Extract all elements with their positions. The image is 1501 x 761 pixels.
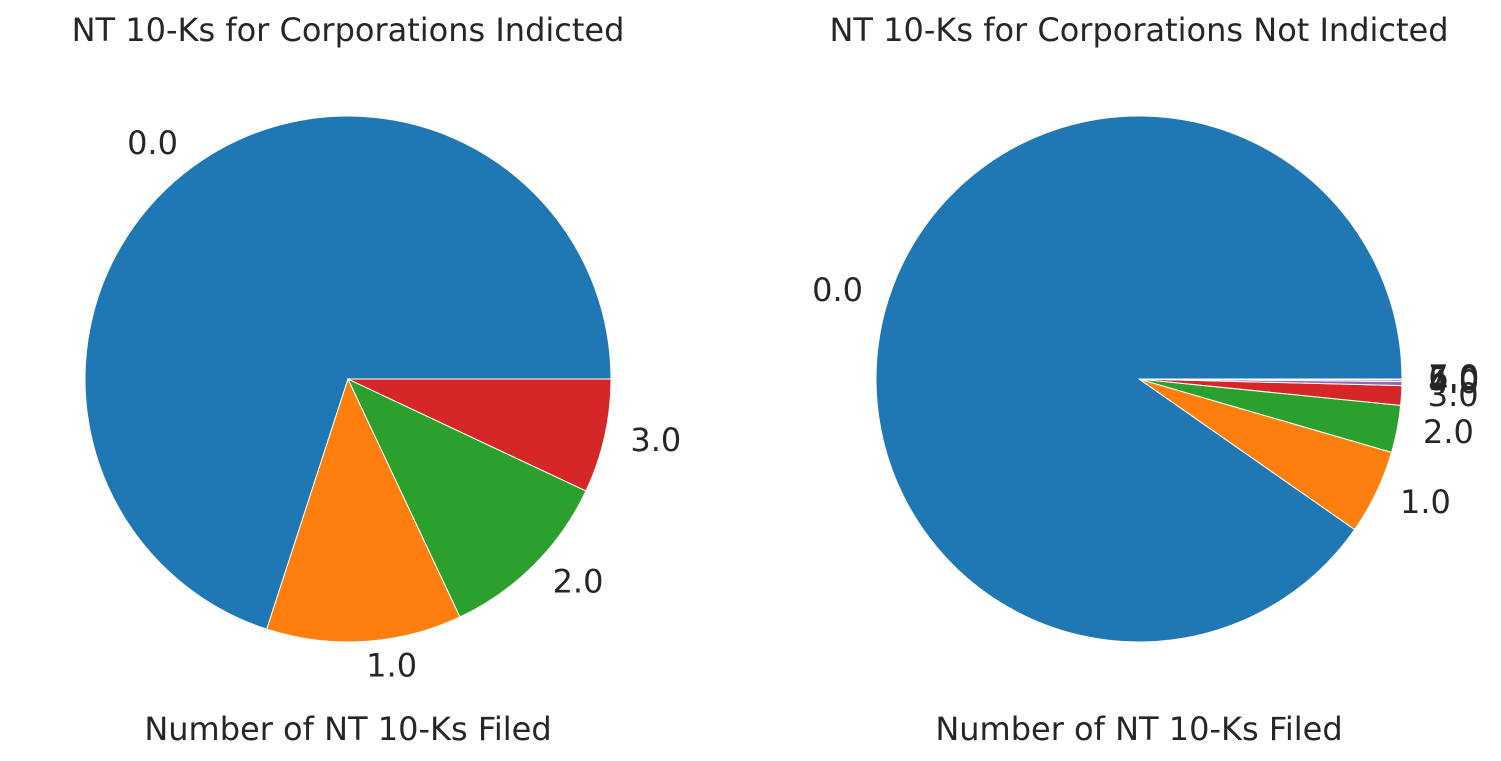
pie-slice-0.0	[84, 115, 612, 630]
pie-slice-0.0	[875, 115, 1403, 643]
chart-title: NT 10-Ks for Corporations Not Indicted	[829, 11, 1448, 49]
chart-title: NT 10-Ks for Corporations Indicted	[72, 11, 625, 49]
pie-label-6.0: 6.0	[1428, 359, 1479, 397]
pie-label-1.0: 1.0	[1400, 483, 1451, 521]
x-axis-label: Number of NT 10-Ks Filed	[144, 710, 551, 748]
pie-labels: 0.0 1.0 2.0 3.0	[127, 124, 681, 685]
pie-label-7.0: 7.0	[1428, 358, 1479, 396]
pie-slice-3.0	[347, 378, 612, 492]
pie-slices	[875, 115, 1403, 643]
pie-label-1.0: 1.0	[366, 647, 417, 685]
pie-label-2.0: 2.0	[1423, 413, 1474, 451]
pie-slice-2.0	[346, 377, 587, 618]
pie-label-0.0: 0.0	[812, 271, 863, 309]
pie-chart-not-indicted: NT 10-Ks for Corporations Not Indicted 0…	[812, 11, 1479, 748]
pie-labels: 0.0 1.0 2.03.04.05.06.07.0	[812, 271, 1479, 521]
x-axis-label: Number of NT 10-Ks Filed	[935, 710, 1342, 748]
pie-label-3.0: 3.0	[1428, 376, 1479, 414]
pie-slice-1.0	[266, 377, 461, 643]
pie-label-2.0: 2.0	[553, 563, 604, 601]
pie-label-3.0: 3.0	[630, 421, 681, 459]
pie-chart-indicted: NT 10-Ks for Corporations Indicted 0.0 1.…	[72, 11, 682, 748]
pie-label-5.0: 5.0	[1428, 360, 1479, 398]
pie-label-0.0: 0.0	[127, 124, 178, 162]
pie-label-4.0: 4.0	[1428, 363, 1479, 401]
pie-slices	[84, 115, 612, 643]
